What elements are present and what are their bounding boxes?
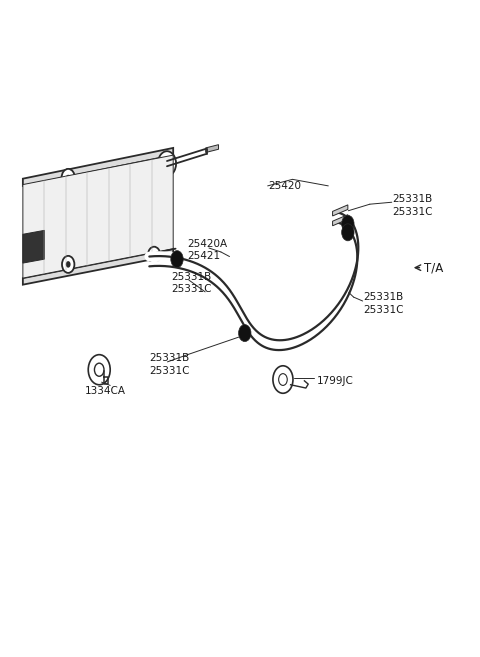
Circle shape xyxy=(279,374,287,386)
Circle shape xyxy=(342,215,354,233)
Text: 25331B
25331C: 25331B 25331C xyxy=(171,271,211,294)
Circle shape xyxy=(66,261,71,267)
Text: 25331B
25331C: 25331B 25331C xyxy=(363,292,404,315)
Circle shape xyxy=(148,247,160,263)
Circle shape xyxy=(61,169,75,187)
Polygon shape xyxy=(23,148,173,186)
Polygon shape xyxy=(205,145,218,152)
Text: 25331B
25331C: 25331B 25331C xyxy=(149,353,190,376)
Polygon shape xyxy=(333,215,348,226)
Text: 25420: 25420 xyxy=(269,181,301,191)
Circle shape xyxy=(239,325,251,342)
Circle shape xyxy=(62,256,74,273)
Polygon shape xyxy=(23,231,44,263)
Polygon shape xyxy=(23,155,173,278)
Text: 1334CA: 1334CA xyxy=(85,386,126,396)
Circle shape xyxy=(66,175,71,181)
Circle shape xyxy=(273,366,293,394)
Circle shape xyxy=(164,159,170,168)
Polygon shape xyxy=(23,249,173,284)
Text: 25420A
25421: 25420A 25421 xyxy=(188,238,228,261)
Circle shape xyxy=(95,363,104,376)
Polygon shape xyxy=(333,205,348,216)
Text: 1799JC: 1799JC xyxy=(316,376,353,386)
Circle shape xyxy=(158,151,176,176)
Circle shape xyxy=(342,224,354,241)
Circle shape xyxy=(152,252,156,258)
Circle shape xyxy=(171,251,183,267)
Text: 25331B
25331C: 25331B 25331C xyxy=(393,194,433,217)
Text: T/A: T/A xyxy=(424,261,443,274)
Circle shape xyxy=(88,355,110,385)
